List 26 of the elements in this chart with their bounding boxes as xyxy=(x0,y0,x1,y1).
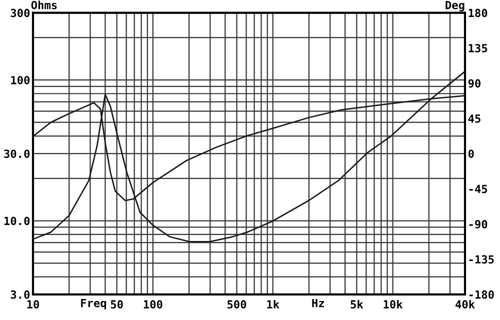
y-tick-label: 300 xyxy=(10,8,30,18)
y2-tick-label: 90 xyxy=(468,79,480,88)
y-tick-label: 3.0 xyxy=(10,290,30,299)
y2-tick-label: -45 xyxy=(469,184,488,194)
x-tick-label: 500 xyxy=(228,300,246,309)
x-tick-label: 5k xyxy=(350,300,364,309)
y2-tick-label: -180 xyxy=(469,290,494,299)
y-axis-title: Ohms xyxy=(31,0,57,10)
x-axis-title: Freq xyxy=(81,298,106,310)
y2-tick-label: 135 xyxy=(468,44,488,52)
y2-tick-label: -135 xyxy=(469,255,494,264)
x-tick-label: 40k xyxy=(456,300,475,309)
y-tick-label: 100 xyxy=(11,76,30,84)
y2-tick-label: 0 xyxy=(468,150,474,158)
x-tick-label: 50 xyxy=(110,300,123,309)
y2-tick-label: 45 xyxy=(468,114,480,123)
y-tick-label: 30.0 xyxy=(4,150,30,158)
y2-tick-label: -90 xyxy=(469,220,488,228)
x-tick-label: 10k xyxy=(384,300,403,309)
text: Hz xyxy=(312,298,324,308)
x-tick-label: 10 xyxy=(27,300,40,309)
y2-tick-label: 180 xyxy=(468,8,488,18)
x-tick-label: 1k xyxy=(267,300,280,308)
y2-axis-title: Deg xyxy=(446,0,464,12)
y-tick-label: 10.0 xyxy=(4,216,30,226)
x-tick-label: 100 xyxy=(144,300,162,309)
